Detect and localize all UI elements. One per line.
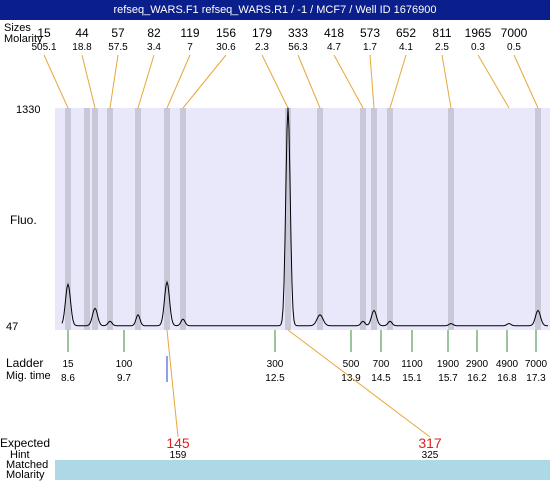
expected-value: 317 xyxy=(418,435,442,451)
peak-molarity-label: 57.5 xyxy=(108,42,128,53)
y-min-label: 47 xyxy=(6,321,19,333)
size-band xyxy=(65,108,71,330)
peak-molarity-label: 1.7 xyxy=(363,42,377,53)
plot-area xyxy=(55,108,550,330)
peak-size-label: 57 xyxy=(111,26,125,40)
fluo-label: Fluo. xyxy=(10,213,37,227)
peak-molarity-label: 7 xyxy=(187,42,193,53)
y-max-label: 1330 xyxy=(16,104,41,116)
window-title: refseq_WARS.F1 refseq_WARS.R1 / -1 / MCF… xyxy=(0,0,550,20)
peak-size-label: 1965 xyxy=(465,26,492,40)
hint-label: Hint xyxy=(10,449,30,461)
ladder-bp-label: 300 xyxy=(267,359,284,370)
size-band xyxy=(535,108,541,330)
ladder-bp-label: 15 xyxy=(62,359,74,370)
peak-connector xyxy=(513,54,539,109)
hint-value: 159 xyxy=(170,450,187,461)
peak-size-label: 652 xyxy=(396,26,416,40)
size-band xyxy=(285,108,291,330)
peak-size-label: 811 xyxy=(432,26,451,40)
ladder-time-label: 15.1 xyxy=(402,373,422,384)
ladder-bp-label: 2900 xyxy=(466,359,489,370)
peak-molarity-label: 0.3 xyxy=(471,42,485,53)
peak-size-label: 573 xyxy=(360,26,380,40)
peak-molarity-label: 2.5 xyxy=(435,42,449,53)
ladder-time-label: 8.6 xyxy=(61,373,75,384)
peak-size-label: 119 xyxy=(180,26,199,40)
peak-size-label: 44 xyxy=(75,26,89,40)
ladder-time-label: 17.3 xyxy=(526,373,546,384)
peak-molarity-label: 2.3 xyxy=(255,42,269,53)
size-band xyxy=(317,108,323,330)
ladder-label: Ladder xyxy=(6,356,44,370)
peak-molarity-label: 505.1 xyxy=(31,42,56,53)
molarity-label: Molarity xyxy=(4,33,43,45)
ladder-bp-label: 700 xyxy=(373,359,390,370)
size-band xyxy=(164,108,170,330)
expected-label: Expected xyxy=(0,436,51,450)
peak-connector xyxy=(166,54,191,109)
size-band xyxy=(107,108,113,330)
peak-size-label: 15 xyxy=(37,26,51,40)
peak-size-label: 82 xyxy=(147,26,161,40)
molarity-bottom-label: Molarity xyxy=(6,469,45,481)
peak-connector xyxy=(297,54,321,109)
ladder-bp-label: 4900 xyxy=(496,359,519,370)
peak-size-label: 333 xyxy=(288,26,308,40)
peak-size-label: 179 xyxy=(252,26,272,40)
hint-value: 325 xyxy=(422,450,439,461)
peak-size-label: 418 xyxy=(324,26,344,40)
size-band xyxy=(371,108,377,330)
ladder-bp-label: 500 xyxy=(343,359,360,370)
ladder-bp-label: 100 xyxy=(116,359,133,370)
peak-connector xyxy=(81,54,96,109)
ladder-time-label: 12.5 xyxy=(265,373,285,384)
matched-label: Matched xyxy=(6,459,49,471)
peak-molarity-label: 4.7 xyxy=(327,42,341,53)
ladder-time-label: 15.7 xyxy=(438,373,458,384)
size-band xyxy=(387,108,393,330)
size-band xyxy=(448,108,454,330)
size-band xyxy=(360,108,366,330)
ladder-bp-label: 1100 xyxy=(401,359,423,370)
trace-line xyxy=(61,107,548,327)
peak-connector xyxy=(137,54,155,109)
peak-molarity-label: 30.6 xyxy=(216,42,236,53)
peak-molarity-label: 18.8 xyxy=(72,42,92,53)
matched-row xyxy=(55,460,550,480)
ladder-time-label: 16.2 xyxy=(467,373,487,384)
size-band xyxy=(92,108,98,330)
ladder-bp-label: 1900 xyxy=(437,359,460,370)
peak-connector xyxy=(43,54,69,109)
size-band xyxy=(135,108,141,330)
peak-connector xyxy=(389,54,407,109)
size-band xyxy=(180,108,186,330)
peak-size-label: 156 xyxy=(216,26,236,40)
peak-connector xyxy=(441,54,452,109)
mig-time-label: Mig. time xyxy=(6,370,51,382)
peak-molarity-label: 3.4 xyxy=(147,42,161,53)
peak-size-label: 7000 xyxy=(501,26,528,40)
peak-molarity-label: 56.3 xyxy=(288,42,308,53)
size-band xyxy=(84,108,90,330)
ladder-time-label: 14.5 xyxy=(371,373,391,384)
peak-connector xyxy=(182,54,227,109)
peak-molarity-label: 4.1 xyxy=(399,42,413,53)
sizes-label: Sizes xyxy=(4,22,31,34)
peak-connector xyxy=(333,54,364,109)
ladder-time-label: 16.8 xyxy=(497,373,517,384)
peak-molarity-label: 0.5 xyxy=(507,42,521,53)
peak-connector xyxy=(477,54,510,109)
ladder-bp-label: 7000 xyxy=(525,359,548,370)
expected-value: 145 xyxy=(166,435,190,451)
expected-connector xyxy=(166,329,179,438)
peak-connector xyxy=(261,54,289,109)
ladder-time-label: 9.7 xyxy=(117,373,131,384)
expected-connector xyxy=(287,329,431,438)
ladder-time-label: 13.9 xyxy=(341,373,361,384)
peak-connector xyxy=(369,54,375,109)
peak-connector xyxy=(109,54,119,109)
